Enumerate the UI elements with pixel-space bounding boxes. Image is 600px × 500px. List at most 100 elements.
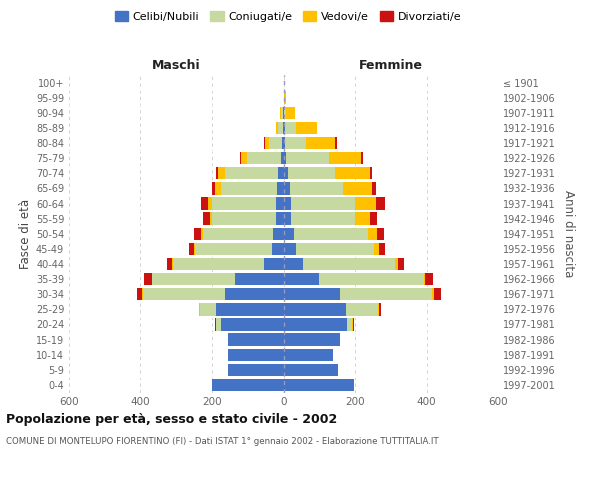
Bar <box>292 198 355 209</box>
Bar <box>145 273 152 285</box>
Bar <box>285 122 296 134</box>
Bar <box>372 182 376 194</box>
Bar <box>378 303 379 316</box>
Bar <box>286 106 295 119</box>
Bar <box>424 273 425 285</box>
Bar <box>225 167 278 179</box>
Bar <box>355 198 376 209</box>
Bar <box>379 303 381 316</box>
Bar <box>283 122 284 134</box>
Bar <box>228 364 284 376</box>
Bar <box>292 212 355 225</box>
Text: Maschi: Maschi <box>152 59 200 72</box>
Bar <box>272 242 284 255</box>
Bar <box>228 348 284 361</box>
Bar <box>284 258 303 270</box>
Bar <box>347 318 352 330</box>
Bar <box>269 137 283 149</box>
Bar <box>275 212 284 225</box>
Bar <box>142 288 143 300</box>
Bar <box>284 122 285 134</box>
Bar <box>370 212 377 225</box>
Bar <box>277 182 284 194</box>
Bar <box>203 228 274 240</box>
Bar <box>296 122 317 134</box>
Bar <box>275 198 284 209</box>
Bar <box>284 348 333 361</box>
Bar <box>379 242 385 255</box>
Bar <box>340 288 432 300</box>
Bar <box>361 152 363 164</box>
Bar <box>346 303 378 316</box>
Bar <box>201 198 208 209</box>
Bar <box>200 303 216 316</box>
Bar <box>241 152 247 164</box>
Bar <box>425 273 433 285</box>
Bar <box>265 137 269 149</box>
Bar <box>208 198 212 209</box>
Bar <box>377 228 384 240</box>
Bar <box>284 137 285 149</box>
Bar <box>293 228 368 240</box>
Text: Popolazione per età, sesso e stato civile - 2002: Popolazione per età, sesso e stato civil… <box>6 412 337 426</box>
Bar <box>212 198 275 209</box>
Bar <box>280 106 281 119</box>
Bar <box>152 273 235 285</box>
Bar <box>284 92 286 104</box>
Bar <box>212 378 284 391</box>
Bar <box>189 242 194 255</box>
Bar <box>353 318 354 330</box>
Bar <box>284 273 319 285</box>
Bar <box>296 242 374 255</box>
Bar <box>194 242 195 255</box>
Bar <box>432 288 434 300</box>
Bar <box>290 182 343 194</box>
Bar <box>221 318 284 330</box>
Bar <box>215 182 221 194</box>
Bar <box>284 198 292 209</box>
Bar <box>137 288 142 300</box>
Bar <box>199 303 200 316</box>
Bar <box>288 167 335 179</box>
Bar <box>306 137 335 149</box>
Bar <box>284 334 340 346</box>
Bar <box>210 212 212 225</box>
Bar <box>284 212 292 225</box>
Bar <box>277 122 278 134</box>
Bar <box>376 198 385 209</box>
Bar <box>284 182 290 194</box>
Bar <box>355 212 370 225</box>
Text: COMUNE DI MONTELUPO FIORENTINO (FI) - Dati ISTAT 1° gennaio 2002 - Elaborazione : COMUNE DI MONTELUPO FIORENTINO (FI) - Da… <box>6 438 439 446</box>
Bar <box>335 137 337 149</box>
Bar <box>143 288 224 300</box>
Bar <box>218 167 225 179</box>
Bar <box>284 152 286 164</box>
Bar <box>235 273 284 285</box>
Bar <box>203 212 210 225</box>
Bar <box>212 182 215 194</box>
Bar <box>221 182 277 194</box>
Bar <box>286 152 329 164</box>
Bar <box>395 258 398 270</box>
Bar <box>284 288 340 300</box>
Bar <box>278 167 284 179</box>
Bar <box>278 122 283 134</box>
Bar <box>212 212 275 225</box>
Bar <box>335 167 370 179</box>
Bar <box>398 258 404 270</box>
Bar <box>216 303 284 316</box>
Bar <box>274 228 284 240</box>
Y-axis label: Fasce di età: Fasce di età <box>19 198 32 269</box>
Bar <box>194 228 201 240</box>
Bar <box>319 273 424 285</box>
Bar <box>228 334 284 346</box>
Text: Femmine: Femmine <box>359 59 423 72</box>
Bar <box>285 137 306 149</box>
Legend: Celibi/Nubili, Coniugati/e, Vedovi/e, Divorziati/e: Celibi/Nubili, Coniugati/e, Vedovi/e, Di… <box>110 6 466 26</box>
Bar <box>173 258 264 270</box>
Bar <box>352 318 353 330</box>
Bar <box>284 303 346 316</box>
Bar <box>215 318 221 330</box>
Bar <box>284 242 296 255</box>
Bar <box>284 106 286 119</box>
